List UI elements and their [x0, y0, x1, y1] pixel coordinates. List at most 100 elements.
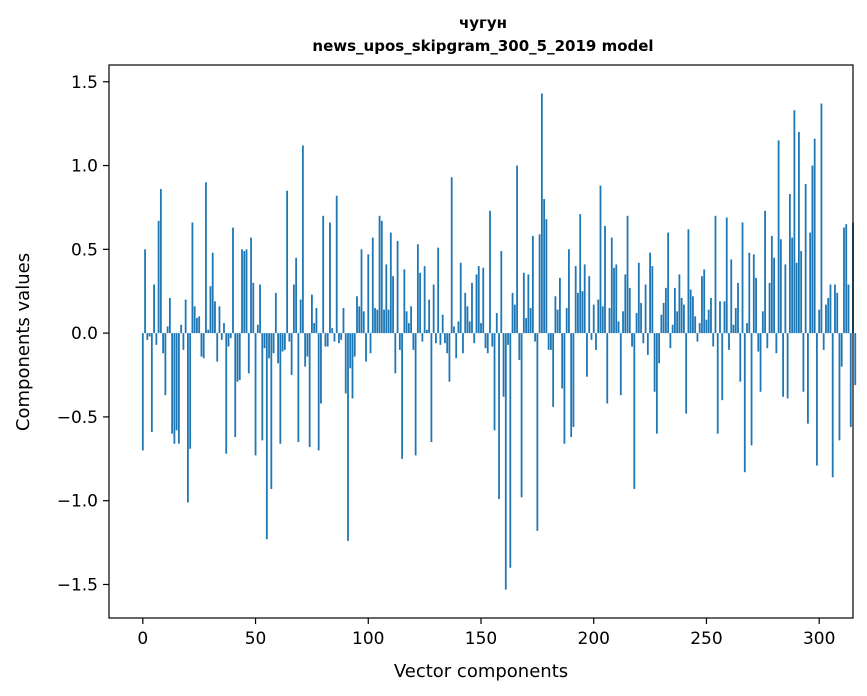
bar	[207, 329, 210, 334]
bar	[759, 333, 762, 392]
bar	[205, 182, 207, 334]
bar	[200, 333, 203, 357]
bar	[439, 333, 442, 345]
bar	[701, 276, 703, 334]
bar	[482, 267, 485, 334]
bar	[180, 324, 183, 334]
bar	[297, 333, 300, 443]
bar	[791, 237, 794, 334]
bar	[827, 297, 830, 334]
bar	[723, 301, 726, 334]
bar	[157, 220, 160, 334]
bar	[365, 333, 367, 362]
bar	[349, 333, 352, 369]
bar	[214, 301, 216, 334]
bar	[175, 333, 178, 431]
bar	[822, 333, 825, 350]
bar	[680, 297, 683, 334]
bar	[306, 333, 309, 357]
bar	[441, 314, 444, 334]
bar	[649, 252, 651, 334]
chart-title-line2: news_upos_skipgram_300_5_2019 model	[312, 37, 653, 55]
bar	[446, 333, 449, 354]
bar	[660, 314, 663, 334]
bar	[340, 333, 343, 340]
bar	[651, 266, 654, 334]
bar	[531, 235, 534, 334]
bar	[849, 333, 852, 427]
bar	[171, 333, 174, 434]
bar	[748, 252, 751, 334]
bar	[615, 264, 618, 334]
bar	[455, 333, 458, 359]
y-tick-label: 1.0	[71, 157, 98, 177]
bar	[710, 297, 712, 334]
bar	[480, 323, 482, 334]
x-tick-label: 200	[578, 629, 610, 649]
bar	[694, 316, 697, 334]
bar	[234, 333, 237, 438]
bar	[692, 296, 694, 334]
bar	[743, 333, 746, 473]
bar	[380, 220, 383, 334]
bar	[173, 333, 176, 444]
bar	[394, 333, 397, 374]
bar	[184, 299, 187, 334]
bar	[779, 239, 782, 334]
bar	[150, 333, 153, 432]
bar	[662, 302, 665, 334]
bar	[477, 266, 480, 334]
bar	[518, 333, 521, 360]
bar	[811, 165, 814, 334]
bar	[829, 284, 832, 334]
bar	[252, 282, 255, 334]
bar	[367, 254, 370, 334]
bar	[403, 269, 406, 334]
bar	[338, 333, 340, 344]
bar	[561, 333, 564, 389]
bar	[392, 276, 394, 334]
bar	[385, 264, 388, 334]
bar	[146, 333, 149, 340]
bar	[737, 282, 739, 334]
bar	[432, 284, 435, 334]
bar	[601, 306, 604, 334]
bar	[164, 333, 167, 396]
bar	[283, 333, 286, 350]
bar	[513, 304, 516, 334]
bar	[498, 333, 500, 500]
bar	[671, 324, 674, 334]
bar	[712, 333, 715, 347]
bar	[270, 333, 273, 489]
bar	[331, 328, 334, 334]
x-tick-label: 100	[352, 629, 384, 649]
bar	[721, 333, 724, 401]
bar	[347, 333, 349, 541]
bar	[412, 333, 415, 350]
bar	[177, 333, 180, 444]
bar	[613, 267, 615, 334]
bar	[268, 333, 270, 359]
x-tick-label: 50	[245, 629, 267, 649]
bar	[583, 264, 586, 334]
bar	[322, 215, 325, 334]
bar	[689, 289, 692, 334]
bar	[324, 333, 327, 347]
y-tick-label: 0.5	[71, 240, 98, 260]
bars-group	[141, 93, 857, 590]
bar	[597, 299, 600, 334]
bar	[633, 333, 636, 489]
bar	[786, 333, 789, 399]
bar	[840, 333, 843, 367]
bar	[437, 247, 440, 334]
bar	[836, 292, 839, 334]
bar	[471, 282, 473, 334]
bar	[678, 274, 681, 334]
bar	[311, 294, 313, 334]
bar	[559, 277, 561, 334]
bar	[493, 333, 496, 431]
bar	[468, 321, 471, 334]
bar	[198, 316, 201, 334]
bar	[728, 333, 730, 350]
y-tick-label: −1.5	[57, 575, 98, 595]
